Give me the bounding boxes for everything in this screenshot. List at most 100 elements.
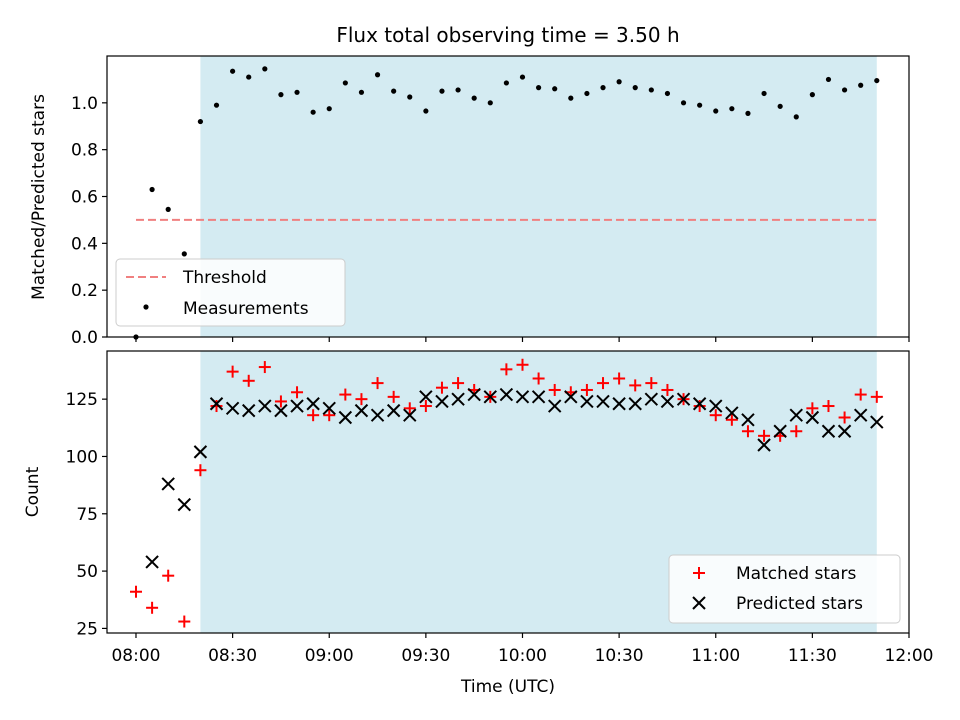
- y-tick-label: 125: [66, 390, 98, 410]
- x-tick-label: 11:30: [788, 646, 837, 666]
- measurement-point: [278, 92, 284, 98]
- measurement-point: [874, 77, 880, 84]
- matched-star-point: [129, 585, 142, 598]
- y-tick-label: 0.4: [71, 234, 98, 254]
- x-tick-label: 10:00: [498, 646, 547, 666]
- measurement-point: [600, 85, 606, 91]
- measurement-point: [149, 186, 155, 193]
- measurement-point: [246, 74, 252, 80]
- x-tick-label: 12:00: [885, 646, 934, 666]
- matched-star-point: [822, 400, 835, 413]
- measurement-point: [262, 66, 268, 72]
- matched-star-point: [548, 383, 561, 396]
- matched-star-point: [146, 601, 159, 614]
- predicted-star-point: [419, 390, 433, 404]
- measurement-point: [616, 79, 622, 85]
- matched-star-point: [387, 390, 400, 403]
- matched-star-point: [597, 377, 610, 390]
- predicted-star-point: [853, 408, 868, 422]
- measurement-point: [568, 95, 574, 101]
- measurement-point: [745, 110, 751, 116]
- measurement-point: [664, 90, 671, 97]
- predicted-star-point: [660, 394, 675, 409]
- measurement-point: [487, 100, 493, 106]
- predicted-star-point: [435, 394, 449, 409]
- predicted-star-point: [177, 497, 192, 512]
- matched-star-point: [452, 377, 465, 390]
- measurement-point: [165, 206, 171, 212]
- measurement-point: [181, 251, 187, 257]
- legend-matched-label: Matched stars: [736, 564, 856, 584]
- measurement-point: [213, 102, 220, 108]
- matched-star-point: [500, 363, 513, 376]
- predicted-star-point: [161, 477, 175, 491]
- predicted-star-point: [193, 445, 208, 459]
- predicted-star-point: [837, 424, 852, 438]
- matched-star-point: [403, 402, 416, 415]
- matched-star-point: [435, 381, 448, 394]
- x-tick-label: 10:30: [595, 646, 644, 666]
- predicted-star-point: [644, 392, 659, 406]
- predicted-star-point: [741, 413, 755, 427]
- y-tick-label: 0.8: [71, 141, 98, 161]
- measurement-point: [326, 106, 332, 112]
- legend-matched-marker: [693, 567, 705, 579]
- bottom-legend: Matched stars Predicted stars: [668, 554, 901, 624]
- matched-star-point: [709, 409, 722, 422]
- y-tick-label: 100: [66, 447, 98, 467]
- predicted-star-point: [612, 397, 626, 411]
- predicted-star-point: [709, 399, 723, 413]
- matched-star-point: [613, 372, 626, 385]
- measurement-point: [358, 89, 365, 95]
- measurement-point: [584, 90, 590, 97]
- y-tick-label: 0.6: [71, 188, 98, 208]
- matched-star-point: [291, 386, 304, 399]
- predicted-star-point: [145, 555, 159, 569]
- measurement-point: [552, 86, 558, 92]
- measurement-point: [535, 85, 542, 91]
- bottom-panel: 25 50 75 100 125 08:00 08:30 09:00 09:30 10:00 10…: [23, 350, 934, 697]
- bottom-axes-frame: [106, 350, 910, 634]
- matched-star-point: [645, 377, 658, 390]
- predicted-star-point: [467, 387, 481, 402]
- measurement-point: [407, 94, 413, 100]
- top-panel: 0.0 0.2 0.4 0.6 0.8 1.0 Matched/Predicted sta…: [29, 55, 910, 348]
- bottom-legend-box: [668, 554, 901, 624]
- x-axis-label: Time (UTC): [460, 677, 555, 697]
- predicted-star-point: [773, 424, 787, 438]
- matched-star-point: [693, 400, 706, 413]
- predicted-star-point: [306, 397, 320, 411]
- measurement-point: [858, 82, 864, 88]
- predicted-star-point: [547, 399, 562, 413]
- matched-star-point: [629, 379, 642, 392]
- predicted-star-point: [499, 387, 514, 402]
- predicted-star-point: [403, 408, 417, 422]
- predicted-star-point: [225, 401, 240, 416]
- predicted-star-point: [258, 399, 272, 413]
- matched-star-point: [178, 615, 191, 628]
- matched-star-point: [162, 569, 175, 582]
- measurement-point: [519, 74, 526, 80]
- measurement-point: [841, 87, 848, 93]
- matched-star-point: [242, 374, 255, 387]
- predicted-star-point: [290, 399, 304, 413]
- top-legend: Threshold Measurements: [115, 258, 346, 327]
- x-tick-label: 08:00: [111, 646, 160, 666]
- predicted-star-point: [209, 397, 224, 411]
- measurement-point: [310, 109, 316, 115]
- matched-star-point: [258, 361, 271, 374]
- predicted-star-point: [870, 415, 884, 429]
- predicted-star-point: [757, 438, 771, 452]
- matched-star-point: [516, 358, 529, 371]
- predicted-star-point: [451, 392, 465, 406]
- measurement-point: [729, 106, 735, 112]
- predicted-star-point: [531, 390, 546, 404]
- predicted-star-point: [789, 408, 803, 422]
- measurement-point: [503, 80, 509, 86]
- matched-star-point: [194, 464, 207, 477]
- predicted-star-point: [354, 403, 369, 418]
- top-y-axis-label: Matched/Predicted stars: [29, 94, 49, 300]
- matched-star-point: [323, 409, 336, 422]
- y-tick-label: 1.0: [71, 94, 98, 114]
